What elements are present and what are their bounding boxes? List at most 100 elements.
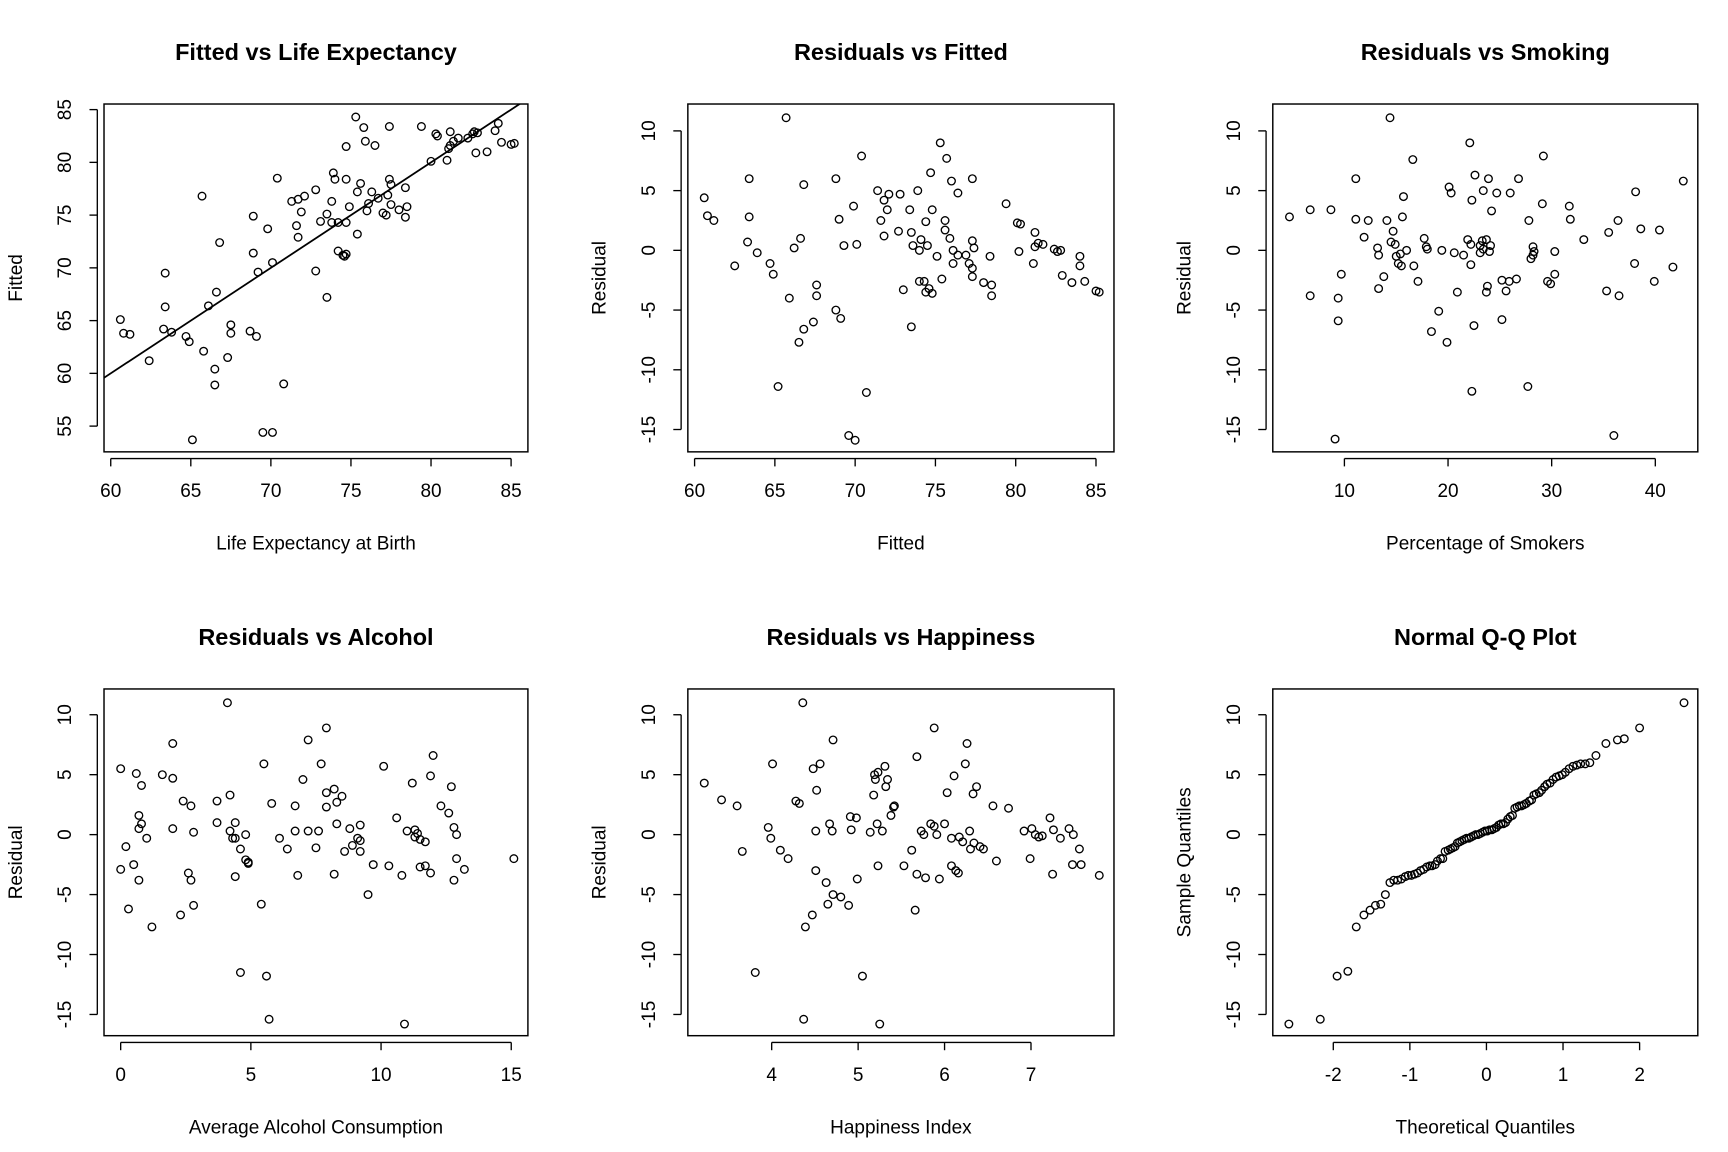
- point: [379, 761, 389, 771]
- x-tick-label: 30: [1541, 481, 1562, 502]
- point: [1614, 291, 1624, 301]
- x-tick-label: 5: [853, 1065, 864, 1086]
- point: [953, 188, 963, 198]
- point: [800, 922, 810, 932]
- point: [1333, 316, 1343, 326]
- x-tick-label: 85: [501, 481, 522, 502]
- point: [1393, 875, 1403, 885]
- point: [432, 131, 442, 141]
- x-tick-label: 60: [684, 481, 705, 502]
- point: [341, 218, 351, 227]
- point: [1030, 227, 1040, 237]
- point: [493, 118, 503, 128]
- point: [341, 174, 351, 184]
- point: [189, 827, 199, 837]
- point: [857, 971, 867, 981]
- point: [1529, 247, 1539, 257]
- point: [445, 127, 455, 137]
- point: [857, 151, 867, 161]
- point: [1048, 869, 1058, 879]
- point: [709, 216, 719, 225]
- point: [916, 235, 926, 245]
- point: [311, 185, 321, 195]
- point: [292, 221, 301, 231]
- point: [1037, 831, 1047, 841]
- point: [1376, 899, 1386, 909]
- point: [210, 380, 220, 390]
- point: [1550, 269, 1560, 279]
- point: [1434, 306, 1444, 316]
- point: [449, 822, 459, 832]
- point: [215, 238, 225, 248]
- point: [906, 227, 916, 237]
- point: [912, 869, 922, 879]
- point: [773, 382, 783, 391]
- point: [1470, 170, 1480, 180]
- y-tick-label: 10: [1224, 120, 1245, 141]
- x-tick-label: -1: [1401, 1065, 1418, 1086]
- y-axis-label: Fitted: [6, 254, 27, 302]
- point: [203, 301, 213, 311]
- point: [452, 830, 462, 840]
- point: [168, 824, 178, 834]
- point: [144, 356, 154, 366]
- y-tick-label: -5: [639, 886, 660, 903]
- point: [383, 190, 393, 200]
- point: [1315, 1014, 1325, 1024]
- point: [968, 789, 978, 799]
- point: [1437, 245, 1447, 255]
- point: [1382, 216, 1392, 225]
- point: [882, 205, 892, 215]
- point: [821, 878, 831, 888]
- point: [929, 821, 939, 831]
- point: [251, 331, 261, 341]
- point: [225, 826, 235, 836]
- point: [1285, 212, 1294, 222]
- y-tick-label: 0: [1224, 245, 1245, 256]
- point: [228, 833, 238, 843]
- point: [953, 868, 963, 878]
- point: [1033, 238, 1043, 248]
- point: [1572, 760, 1582, 770]
- point: [750, 968, 760, 977]
- point: [1446, 188, 1456, 198]
- plot-frame: [103, 103, 529, 453]
- point: [290, 826, 300, 836]
- point: [262, 971, 271, 981]
- point: [812, 785, 822, 795]
- point: [942, 788, 952, 798]
- point: [1370, 900, 1380, 910]
- point: [1359, 910, 1369, 920]
- point: [1654, 225, 1664, 235]
- point: [1668, 262, 1678, 272]
- point: [1591, 751, 1601, 760]
- point: [1485, 247, 1494, 257]
- x-tick-label: -2: [1325, 1065, 1342, 1086]
- x-axis-label: Fitted: [877, 534, 925, 555]
- point: [789, 243, 799, 253]
- point: [332, 819, 342, 829]
- point: [987, 291, 997, 301]
- point: [913, 186, 923, 196]
- point: [189, 900, 199, 910]
- point: [1482, 281, 1492, 291]
- point: [1426, 327, 1436, 337]
- point: [1580, 759, 1590, 769]
- point: [490, 126, 500, 136]
- point: [1422, 244, 1432, 254]
- point: [328, 168, 338, 178]
- point: [509, 854, 519, 864]
- point: [839, 241, 849, 251]
- x-tick-label: 85: [1085, 481, 1106, 502]
- point: [183, 868, 193, 878]
- point: [922, 241, 932, 251]
- point: [1492, 188, 1502, 198]
- point: [921, 873, 931, 883]
- x-tick-label: 75: [340, 481, 361, 502]
- y-tick-label: 10: [1224, 704, 1245, 725]
- point: [345, 824, 355, 834]
- point: [402, 202, 412, 212]
- point: [341, 142, 351, 152]
- x-tick-label: 60: [100, 481, 121, 502]
- point: [400, 212, 410, 222]
